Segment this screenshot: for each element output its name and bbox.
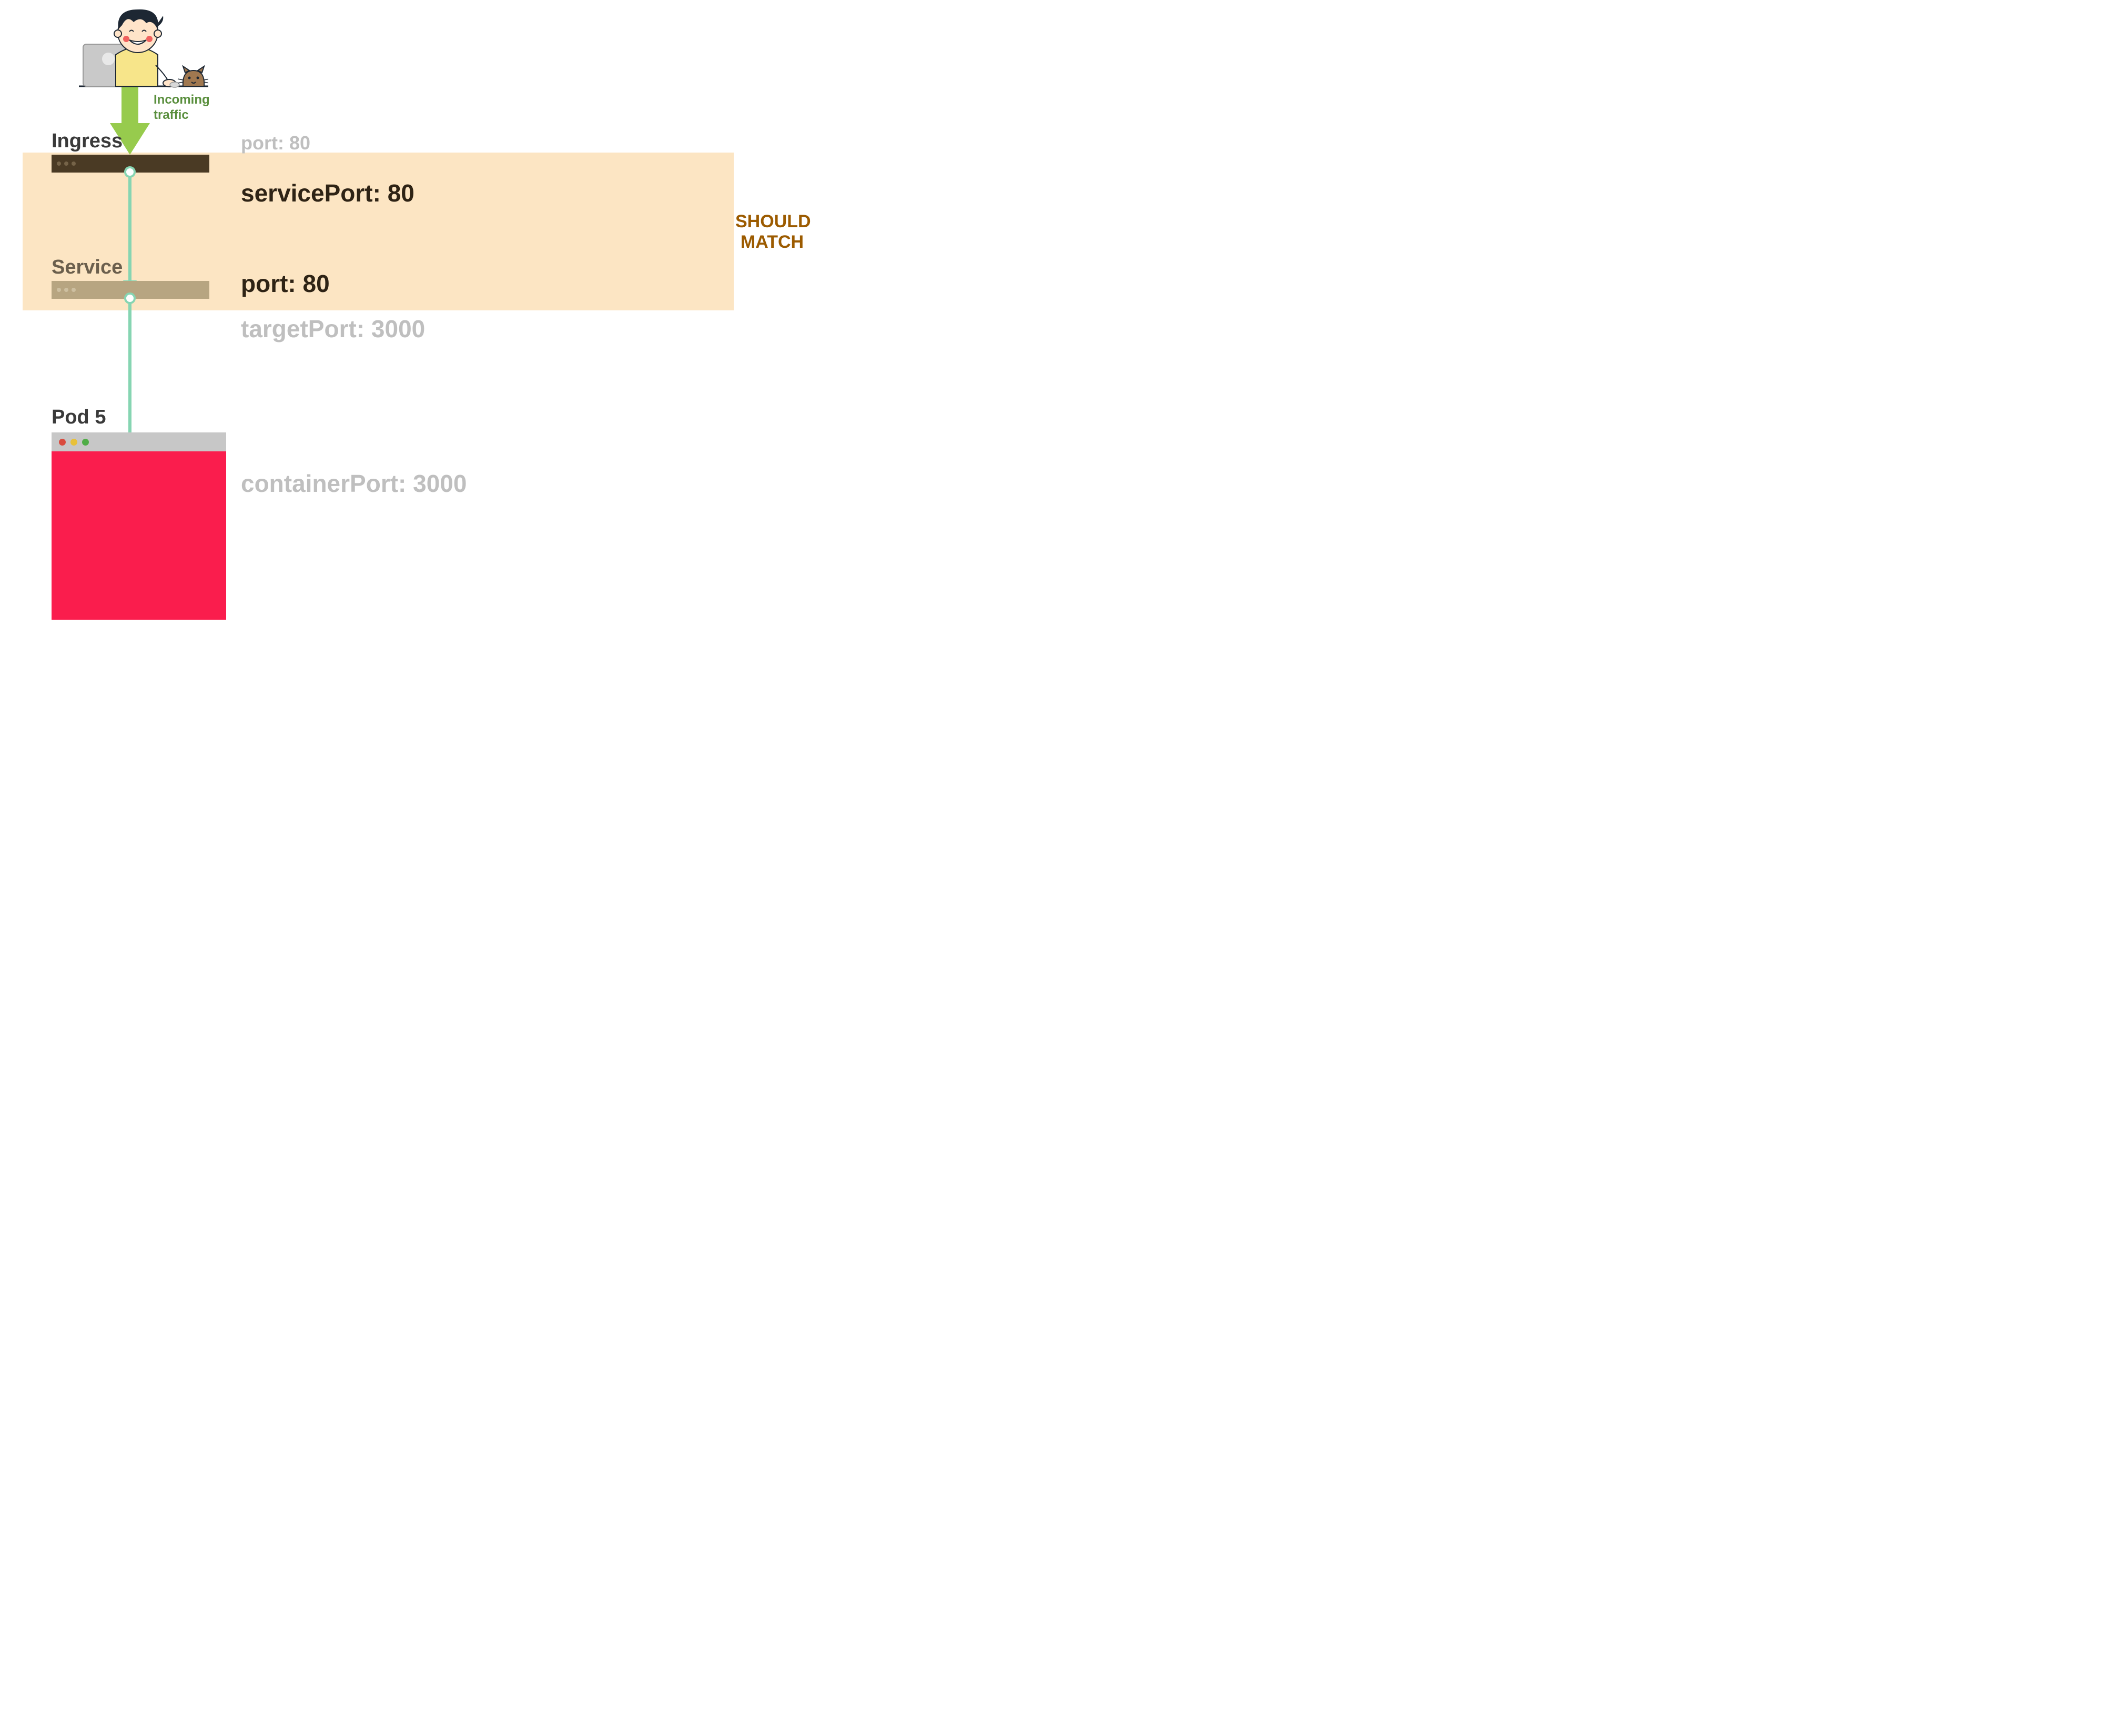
pod-titlebar (52, 432, 226, 451)
service-port-out: targetPort: 3000 (241, 315, 425, 343)
user-illustration (79, 3, 208, 88)
should-match-callout: SHOULD MATCH (735, 211, 809, 253)
flow-segment-2 (128, 300, 131, 442)
dot (72, 162, 76, 166)
traffic-light-yellow (70, 439, 77, 446)
callout-line2: MATCH (741, 232, 804, 252)
ingress-port-in: port: 80 (241, 132, 310, 154)
pod-body (52, 451, 226, 620)
dot (64, 288, 68, 292)
flow-node-circle (124, 166, 136, 178)
ingress-label: Ingress (52, 130, 123, 153)
traffic-light-green (82, 439, 89, 446)
incoming-traffic-label: Incomingtraffic (154, 93, 210, 123)
pod-port: containerPort: 3000 (241, 469, 467, 498)
traffic-light-red (59, 439, 66, 446)
service-port-in: port: 80 (241, 269, 330, 298)
dot (57, 162, 61, 166)
service-label: Service (52, 256, 123, 279)
dot (64, 162, 68, 166)
flow-segment-1 (128, 168, 131, 292)
dot (57, 288, 61, 292)
diagram-canvas: Incomingtraffic (0, 0, 808, 663)
callout-line1: SHOULD (735, 211, 811, 231)
pod-window (52, 432, 226, 620)
flow-node-circle (124, 292, 136, 304)
dot (72, 288, 76, 292)
ingress-port-out: servicePort: 80 (241, 179, 414, 207)
pod-label: Pod 5 (52, 406, 106, 429)
